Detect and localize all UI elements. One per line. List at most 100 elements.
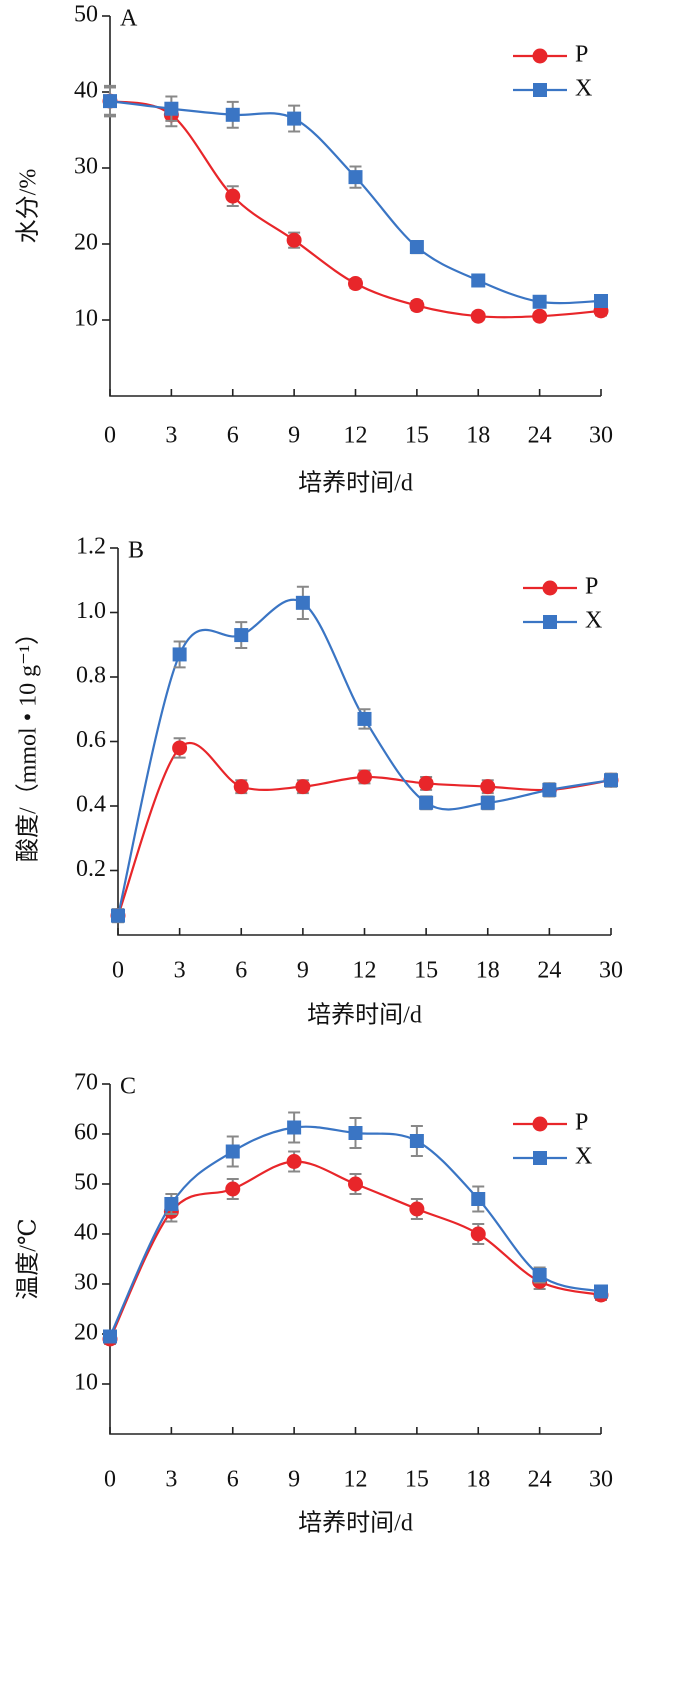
x-tick-label: 12 bbox=[344, 423, 368, 449]
marker bbox=[532, 308, 548, 324]
axis bbox=[109, 16, 601, 397]
marker bbox=[164, 101, 179, 116]
y-tick-label: 50 bbox=[74, 2, 98, 28]
chart-panel: 10 20 30 40 50 60 70 0 3 6 9 12 15 18 24 30 培养时间/d 温度/℃ C P… bbox=[15, 1070, 614, 1537]
x-tick-label: 15 bbox=[414, 958, 438, 984]
y-tick-label: 40 bbox=[74, 1220, 98, 1246]
y-tick-label: 10 bbox=[74, 306, 98, 332]
marker bbox=[348, 170, 363, 185]
marker bbox=[357, 711, 372, 726]
y-tick-label: 10 bbox=[74, 1370, 98, 1396]
marker bbox=[594, 294, 608, 308]
series-line bbox=[116, 598, 612, 916]
y-tick-label: 0.4 bbox=[76, 792, 106, 818]
x-tick-label: 0 bbox=[112, 958, 124, 984]
x-tick-label: 0 bbox=[104, 423, 116, 449]
marker bbox=[225, 1144, 240, 1159]
marker bbox=[357, 769, 372, 785]
marker bbox=[233, 779, 249, 795]
marker bbox=[287, 111, 302, 126]
x-tick-label: 24 bbox=[528, 423, 552, 449]
legend-marker bbox=[542, 580, 558, 596]
x-tick-label: 9 bbox=[288, 423, 300, 449]
marker bbox=[172, 740, 188, 756]
legend-label: P bbox=[585, 574, 598, 600]
x-tick-label: 9 bbox=[297, 958, 309, 984]
y-tick-label: 70 bbox=[74, 1070, 98, 1096]
x-tick-label: 0 bbox=[104, 1467, 116, 1493]
x-tick-label: 18 bbox=[466, 423, 490, 449]
legend-marker bbox=[532, 48, 548, 64]
marker bbox=[103, 1329, 117, 1344]
marker bbox=[348, 276, 363, 292]
y-tick-label: 30 bbox=[74, 154, 98, 180]
marker bbox=[286, 1154, 302, 1169]
x-axis-title: 培养时间/d bbox=[298, 1510, 413, 1537]
x-tick-label: 30 bbox=[589, 423, 613, 449]
y-axis-title: 温度/℃ bbox=[15, 1218, 42, 1300]
y-tick-label: 40 bbox=[74, 78, 98, 104]
x-tick-label: 18 bbox=[466, 1467, 490, 1493]
marker bbox=[295, 595, 310, 610]
x-tick-label: 24 bbox=[537, 958, 561, 984]
x-tick-label: 6 bbox=[235, 958, 247, 984]
marker bbox=[409, 298, 425, 314]
marker bbox=[409, 240, 424, 255]
series-line bbox=[109, 100, 602, 319]
series-line bbox=[109, 100, 602, 305]
marker bbox=[480, 779, 496, 795]
y-tick-label: 1.0 bbox=[76, 598, 106, 624]
marker bbox=[532, 294, 547, 309]
y-tick-label: 20 bbox=[74, 1320, 98, 1346]
marker bbox=[419, 795, 434, 810]
panel-label: A bbox=[120, 6, 138, 32]
y-axis-title: 酸度/（mmol • 10 g⁻¹） bbox=[15, 621, 42, 862]
marker bbox=[225, 107, 240, 122]
x-tick-label: 24 bbox=[528, 1467, 552, 1493]
legend-label: X bbox=[585, 608, 602, 634]
x-tick-label: 30 bbox=[589, 1467, 613, 1493]
marker bbox=[103, 94, 117, 109]
legend-marker bbox=[533, 83, 547, 97]
legend-label: P bbox=[575, 42, 588, 68]
y-tick-label: 0.8 bbox=[76, 663, 106, 689]
y-tick-label: 1.2 bbox=[76, 534, 106, 560]
marker bbox=[234, 628, 249, 643]
marker bbox=[409, 1134, 424, 1148]
axis bbox=[117, 548, 611, 936]
marker bbox=[348, 1126, 363, 1140]
marker bbox=[286, 232, 302, 248]
legend-marker bbox=[543, 615, 557, 629]
marker bbox=[295, 779, 311, 795]
marker bbox=[470, 308, 486, 324]
y-tick-label: 30 bbox=[74, 1270, 98, 1296]
x-tick-label: 3 bbox=[174, 958, 186, 984]
panel-label: B bbox=[128, 538, 144, 564]
marker bbox=[287, 1120, 302, 1135]
marker bbox=[348, 1176, 363, 1192]
marker bbox=[111, 908, 125, 923]
x-axis-title: 培养时间/d bbox=[307, 1002, 422, 1029]
x-tick-label: 12 bbox=[353, 958, 377, 984]
marker bbox=[172, 647, 187, 662]
series-line bbox=[116, 741, 612, 917]
marker bbox=[480, 795, 495, 810]
marker bbox=[225, 1181, 241, 1197]
marker bbox=[542, 782, 557, 797]
marker bbox=[604, 773, 618, 788]
legend-marker bbox=[533, 1151, 547, 1165]
x-tick-label: 9 bbox=[288, 1467, 300, 1493]
legend-marker bbox=[532, 1116, 548, 1132]
x-tick-label: 3 bbox=[165, 1467, 177, 1493]
x-tick-label: 30 bbox=[599, 958, 623, 984]
y-tick-label: 50 bbox=[74, 1170, 98, 1196]
x-tick-label: 12 bbox=[344, 1467, 368, 1493]
marker bbox=[471, 1192, 486, 1206]
x-tick-label: 3 bbox=[165, 423, 177, 449]
legend-label: P bbox=[575, 1110, 588, 1136]
y-tick-label: 0.6 bbox=[76, 727, 106, 753]
x-tick-label: 18 bbox=[476, 958, 500, 984]
marker bbox=[164, 1197, 179, 1211]
marker bbox=[471, 273, 486, 288]
marker bbox=[409, 1201, 425, 1217]
